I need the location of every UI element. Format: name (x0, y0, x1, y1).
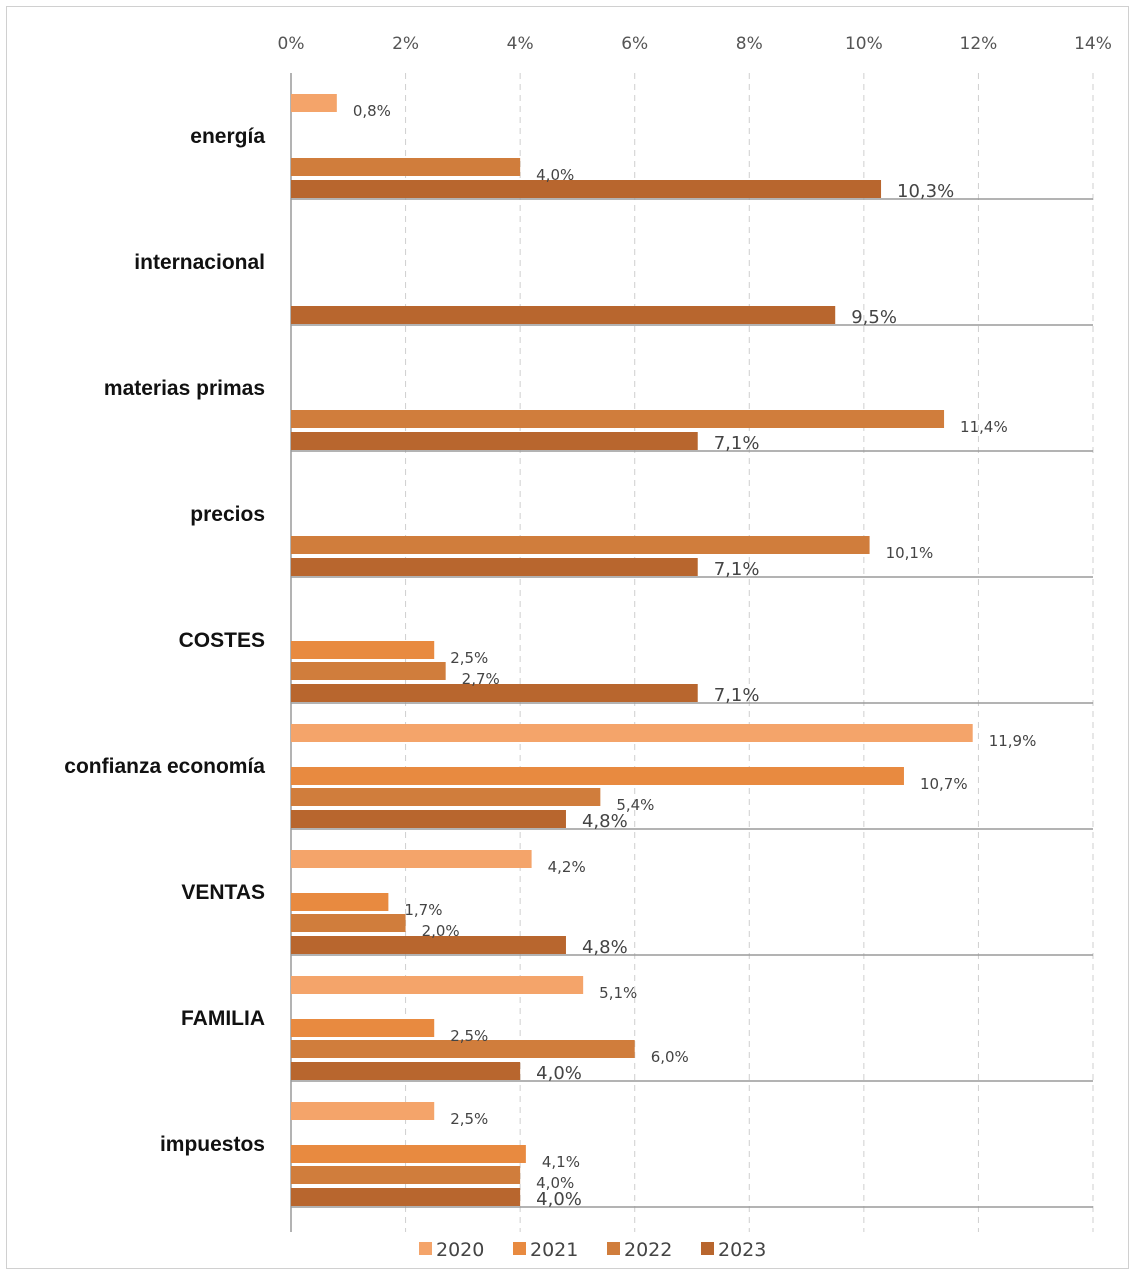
category-label: precios (190, 503, 265, 526)
legend-label: 2021 (530, 1239, 578, 1261)
bar-2021 (291, 767, 904, 785)
legend-swatch-2021 (513, 1242, 526, 1255)
category-label: confianza economía (64, 755, 265, 778)
data-label: 11,9% (989, 732, 1037, 750)
data-label: 0,8% (353, 102, 391, 120)
x-tick-label: 6% (621, 34, 648, 54)
bar-2022 (291, 662, 446, 680)
category-label: FAMILIA (181, 1007, 265, 1030)
data-label: 6,0% (651, 1048, 689, 1066)
data-label: 7,1% (714, 559, 760, 580)
category-label: COSTES (179, 629, 265, 652)
data-label: 10,3% (897, 181, 954, 202)
chart-frame: 0% 2% 4% 6% 8% 10% 12% 14% energía internacional… (6, 6, 1129, 1269)
x-tick-label: 12% (960, 34, 998, 54)
data-label: 2,0% (422, 922, 460, 940)
bar-2020 (291, 850, 532, 868)
data-label: 1,7% (404, 901, 442, 919)
category-label: materias primas (104, 377, 265, 400)
bar-2022 (291, 158, 521, 176)
data-label: 10,1% (886, 544, 934, 562)
data-labels: 0,8% 11,9% 4,2% 5,1% 2,5% 2,5% 10,7% 1,7% 2,5% 4,… (353, 102, 1037, 1210)
category-label: impuestos (160, 1133, 265, 1156)
x-axis-ticks: 0% 2% 4% 6% 8% 10% 12% 14% (278, 34, 1112, 54)
bar-2022 (291, 1040, 635, 1058)
data-label: 4,0% (536, 1174, 574, 1192)
data-label: 10,7% (920, 775, 968, 793)
data-label: 2,5% (450, 1027, 488, 1045)
x-tick-label: 4% (507, 34, 534, 54)
bar-2023 (291, 684, 698, 702)
bar-2022 (291, 1166, 521, 1184)
bar-2022 (291, 536, 870, 554)
legend-swatch-2022 (607, 1242, 620, 1255)
bar-2020 (291, 94, 337, 112)
x-tick-label: 2% (392, 34, 419, 54)
bar-2023 (291, 306, 836, 324)
category-label: VENTAS (181, 881, 265, 904)
legend-label: 2020 (436, 1239, 484, 1261)
bar-2022 (291, 788, 601, 806)
data-label: 4,0% (536, 1189, 582, 1210)
bar-2020 (291, 724, 973, 742)
bar-2021 (291, 1145, 526, 1163)
bar-2021 (291, 893, 389, 911)
data-label: 7,1% (714, 685, 760, 706)
data-label: 4,2% (548, 858, 586, 876)
bar-2023 (291, 180, 882, 198)
data-label: 4,8% (582, 937, 628, 958)
x-tick-label: 10% (845, 34, 883, 54)
bar-2023 (291, 936, 566, 954)
data-label: 9,5% (851, 307, 897, 328)
data-label: 2,5% (450, 1110, 488, 1128)
bar-2023 (291, 1062, 521, 1080)
bar-2020 (291, 1102, 435, 1120)
bar-2022 (291, 914, 406, 932)
data-label: 5,4% (616, 796, 654, 814)
x-tick-label: 0% (278, 34, 305, 54)
x-tick-label: 14% (1074, 34, 1112, 54)
bar-2023 (291, 1188, 521, 1206)
bar-2022 (291, 410, 945, 428)
bar-2020 (291, 976, 584, 994)
data-label: 2,5% (450, 649, 488, 667)
legend: 2020 2021 2022 2023 (419, 1239, 766, 1261)
bar-2023 (291, 432, 698, 450)
legend-swatch-2020 (419, 1242, 432, 1255)
data-label: 11,4% (960, 418, 1008, 436)
legend-swatch-2023 (701, 1242, 714, 1255)
data-label: 4,0% (536, 166, 574, 184)
data-label: 4,0% (536, 1063, 582, 1084)
legend-label: 2022 (624, 1239, 672, 1261)
bar-2021 (291, 641, 435, 659)
data-label: 5,1% (599, 984, 637, 1002)
bars (291, 94, 973, 1206)
bar-chart: 0% 2% 4% 6% 8% 10% 12% 14% energía internacional… (64, 34, 1112, 1261)
data-label: 2,7% (462, 670, 500, 688)
category-labels: energía internacional materias primas preci… (64, 125, 265, 1156)
data-label: 7,1% (714, 433, 760, 454)
bar-2021 (291, 1019, 435, 1037)
gridlines (290, 73, 1094, 1232)
category-label: energía (190, 125, 265, 148)
data-label: 4,1% (542, 1153, 580, 1171)
category-label: internacional (134, 251, 265, 274)
x-tick-label: 8% (736, 34, 763, 54)
legend-label: 2023 (718, 1239, 766, 1261)
bar-2023 (291, 558, 698, 576)
bar-2023 (291, 810, 566, 828)
data-label: 4,8% (582, 811, 628, 832)
